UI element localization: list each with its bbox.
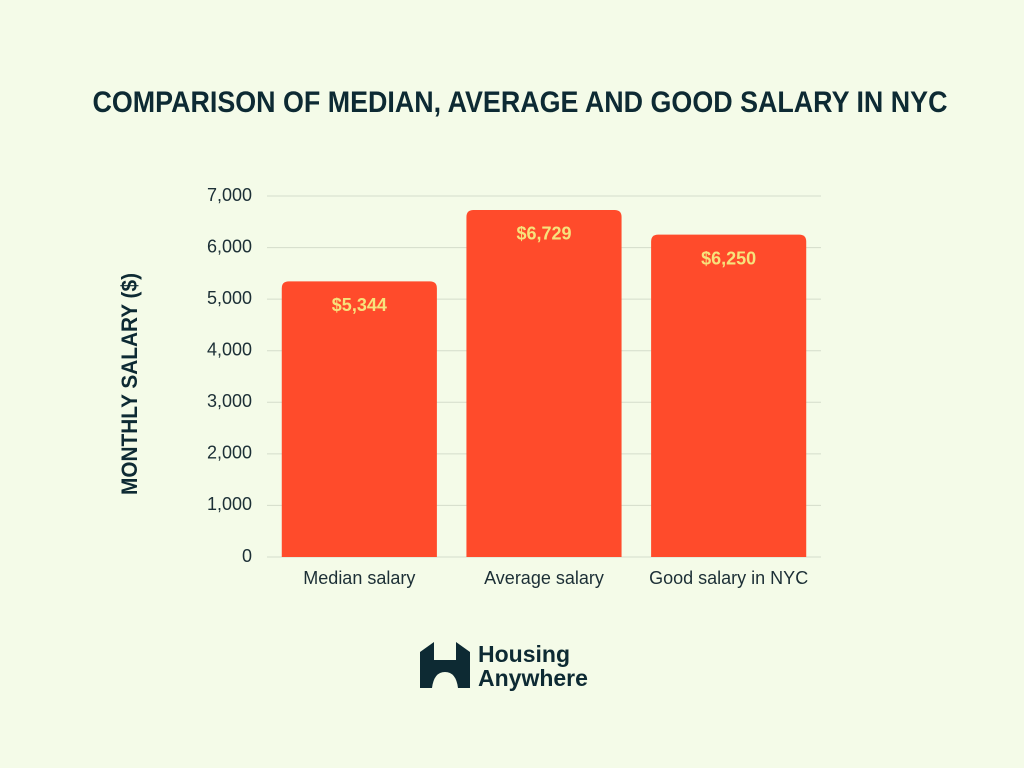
chart-title: COMPARISON OF MEDIAN, AVERAGE AND GOOD S… [93,86,948,119]
y-tick-label: 7,000 [207,185,252,205]
x-tick-label: Average salary [484,568,604,588]
x-tick-label: Good salary in NYC [649,568,808,588]
y-tick-label: 6,000 [207,236,252,256]
x-tick-label: Median salary [303,568,415,588]
y-axis-label: MONTHLY SALARY ($) [117,273,142,495]
y-tick-label: 3,000 [207,391,252,411]
bar [651,234,807,557]
y-tick-label: 2,000 [207,443,252,463]
y-tick-label: 4,000 [207,339,252,359]
bar [466,209,622,557]
logo-icon [420,642,470,688]
y-tick-label: 5,000 [207,288,252,308]
brand-line: Housing [478,641,570,667]
data-label: $6,250 [701,248,756,268]
data-label: $5,344 [332,295,387,315]
y-tick-label: 0 [242,546,252,566]
logo: Housing Anywhere [420,641,588,691]
y-tick-label: 1,000 [207,494,252,514]
brand-line: Anywhere [478,665,588,691]
bar [281,281,437,557]
data-label: $6,729 [516,224,571,244]
